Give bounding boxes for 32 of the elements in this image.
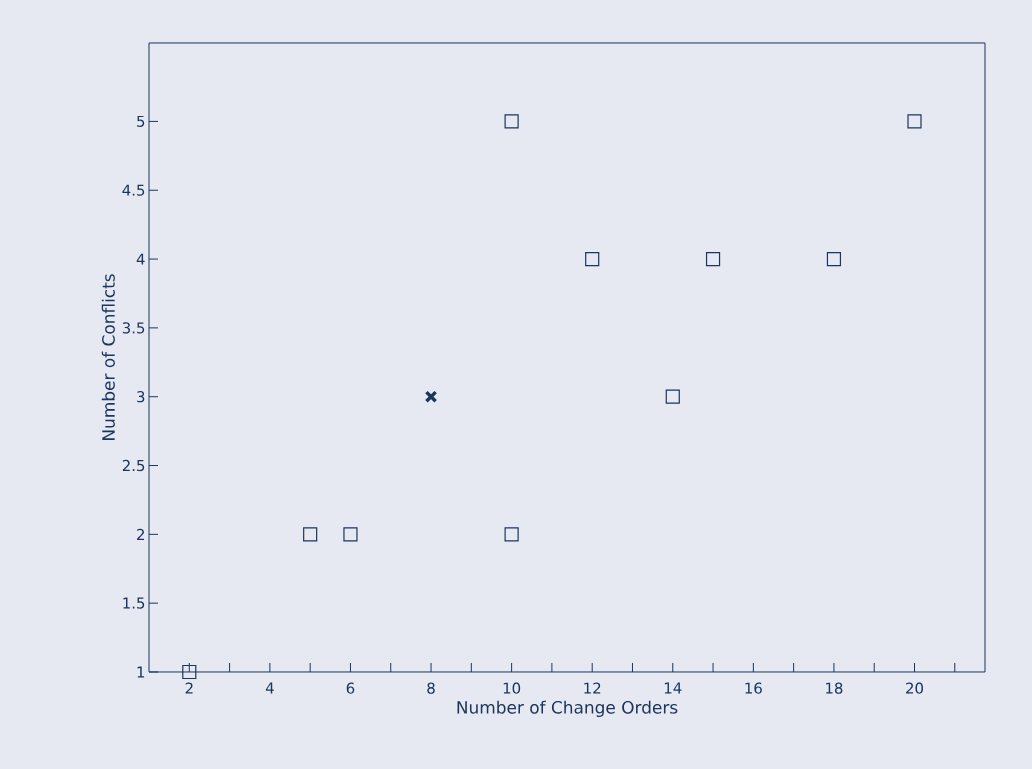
y-tick-label: 3.5: [122, 322, 145, 334]
point: [826, 251, 842, 267]
point: [504, 527, 519, 542]
point: [907, 114, 922, 129]
point: [504, 114, 519, 129]
y-tick-label: 1: [137, 666, 145, 678]
x-axis-title: Number of Change Orders: [457, 700, 678, 718]
x-tick-label: 18: [826, 682, 843, 694]
y-axis-title: Number of Conflicts: [101, 274, 115, 440]
y-tick-label: 2.5: [122, 459, 145, 472]
y-tick-label: 2: [137, 528, 144, 540]
point: [303, 527, 318, 542]
y-tick-label: 5: [137, 115, 145, 127]
y-tick-label: 4: [136, 253, 145, 265]
x-tick-label: 8: [427, 682, 435, 694]
y-tick-label: 1.5: [123, 597, 145, 609]
point: [665, 389, 680, 404]
point: [343, 527, 358, 542]
x-tick-label: 10: [503, 682, 521, 694]
x-tick-label: 12: [584, 682, 601, 694]
x-tick-label: 2: [185, 682, 193, 694]
x-tick-label: 16: [745, 682, 762, 694]
point: [705, 251, 721, 267]
point: [585, 251, 600, 267]
x-tick-label: 4: [265, 682, 274, 694]
x-tick-label: 20: [906, 682, 924, 694]
x-tick-label: 14: [664, 682, 682, 694]
y-tick-label: 4.5: [122, 184, 145, 196]
point: [424, 390, 438, 404]
y-tick-label: 3: [137, 391, 145, 403]
x-tick-label: 6: [346, 682, 355, 694]
point: [182, 664, 197, 680]
